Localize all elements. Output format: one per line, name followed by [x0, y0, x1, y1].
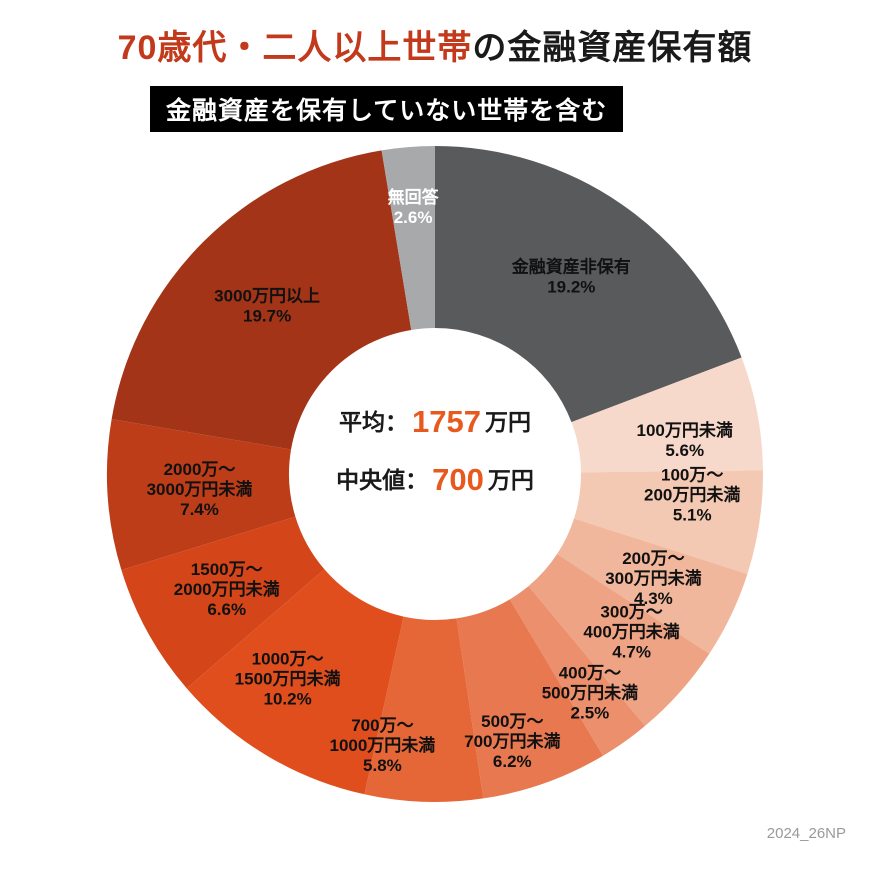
slice-label-4: 300万〜 400万円未満 4.7%	[583, 603, 679, 662]
slice-9-1500万〜2000万円未満	[121, 516, 325, 689]
slice-label-11: 3000万円以上 19.7%	[214, 286, 320, 325]
slice-11-3000万円以上	[111, 150, 412, 450]
slice-label-0: 金融資産非保有 19.2%	[511, 256, 631, 296]
center-stats: 平均： 1757 万円 中央値： 700 万円	[295, 402, 575, 518]
median-unit: 万円	[487, 467, 534, 493]
subtitle-badge: 金融資産を保有していない世帯を含む	[150, 86, 624, 132]
average-line: 平均： 1757 万円	[295, 402, 575, 442]
title-rest: の金融資産保有額	[472, 29, 753, 67]
slice-label-2: 100万〜 200万円未満 5.1%	[644, 466, 740, 525]
median-label: 中央値：	[336, 467, 429, 493]
title-highlight: 70歳代・二人以上世帯	[117, 29, 473, 67]
slice-1-100万円未満	[571, 357, 763, 473]
slice-12-無回答	[381, 146, 435, 330]
slice-6-500万〜700万円未満	[456, 599, 603, 799]
slice-label-12: 無回答 2.6%	[388, 187, 440, 227]
slice-label-1: 100万円未満 5.6%	[637, 420, 733, 460]
slice-0-金融資産非保有	[435, 146, 742, 423]
slice-label-3: 200万〜 300万円未満 4.3%	[605, 549, 701, 608]
slice-label-5: 400万〜 500万円未満 2.5%	[542, 664, 638, 723]
slice-3-200万〜300万円未満	[557, 518, 748, 654]
slice-8-1000万〜1500万円未満	[186, 569, 404, 795]
average-value: 1757	[412, 404, 481, 439]
slice-7-700万〜1000万円未満	[364, 616, 484, 802]
watermark-text: 2024_26NP	[766, 825, 846, 842]
slice-label-7: 700万〜 1000万円未満 5.8%	[329, 716, 435, 775]
slice-10-2000万〜3000万円未満	[107, 419, 296, 571]
average-label: 平均：	[339, 409, 409, 435]
slice-2-100万〜200万円未満	[574, 470, 763, 574]
slice-label-9: 1500万〜 2000万円未満 6.6%	[174, 560, 280, 619]
median-value: 700	[432, 462, 484, 497]
slice-4-300万〜400万円未満	[528, 554, 710, 726]
slice-label-8: 1000万〜 1500万円未満 10.2%	[235, 649, 341, 708]
average-unit: 万円	[484, 409, 531, 435]
slice-label-6: 500万〜 700万円未満 6.2%	[464, 712, 560, 771]
page-title: 70歳代・二人以上世帯の金融資産保有額	[0, 20, 870, 69]
slice-5-400万〜500万円未満	[509, 586, 646, 756]
median-line: 中央値： 700 万円	[295, 460, 575, 500]
slice-label-10: 2000万〜 3000万円未満 7.4%	[147, 460, 253, 519]
